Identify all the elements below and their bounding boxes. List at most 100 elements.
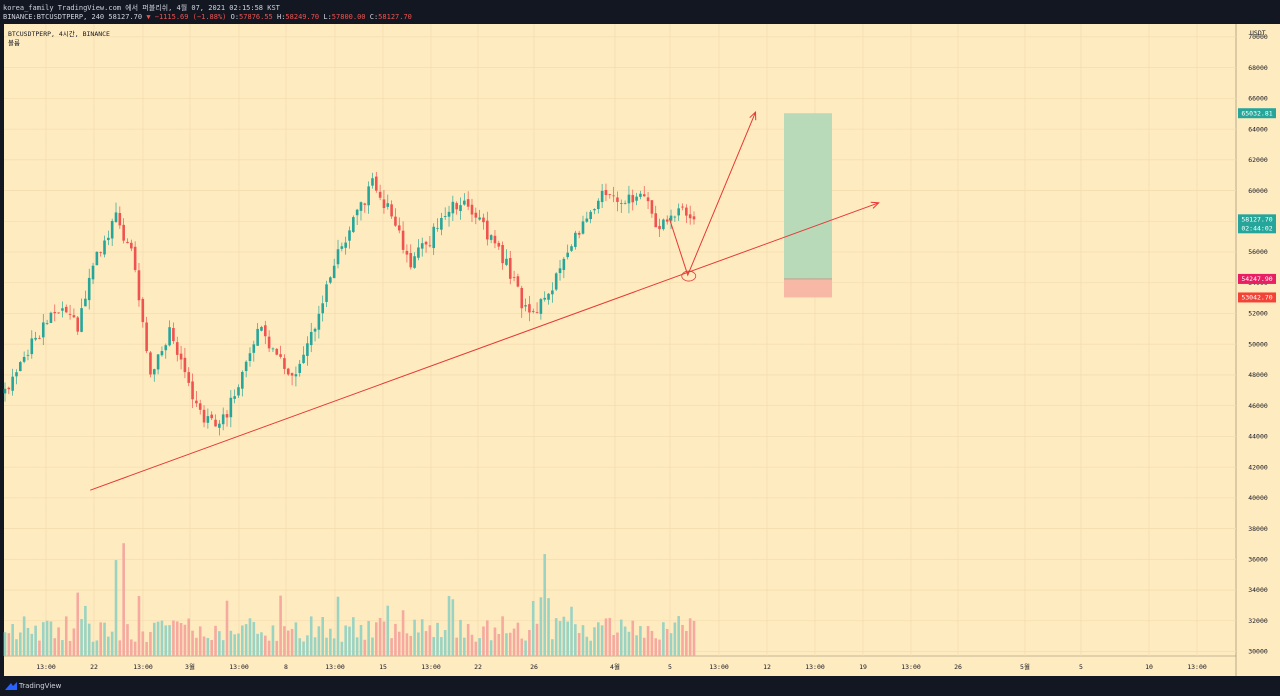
candle-body	[551, 290, 554, 295]
candle-body	[175, 342, 179, 355]
time-tick-label: 13:00	[805, 663, 825, 671]
volume-bar	[187, 618, 191, 656]
volume-bar	[263, 635, 267, 656]
volume-bar	[635, 635, 638, 656]
chart-background	[4, 24, 1236, 676]
candle-body	[547, 293, 550, 300]
entry-price-label-bg	[1238, 273, 1276, 284]
volume-bar	[110, 631, 114, 656]
volume-bar	[482, 626, 485, 656]
volume-bar	[214, 625, 217, 656]
candle-body	[160, 351, 164, 356]
candle-body	[470, 204, 474, 215]
support-touch-circle[interactable]	[681, 270, 697, 282]
volume-bar	[382, 621, 386, 656]
volume-bar	[283, 626, 286, 656]
time-tick-label: 3월	[185, 662, 195, 671]
trend-line[interactable]	[90, 202, 879, 491]
candle-body	[394, 216, 397, 226]
time-tick-label: 5	[1079, 663, 1083, 671]
volume-bar	[420, 619, 424, 656]
price-tick-label: 32000	[1248, 617, 1268, 625]
volume-bar	[677, 616, 680, 656]
candle-body	[566, 252, 569, 258]
candle-body	[26, 354, 30, 356]
volume-bar	[202, 636, 206, 656]
volume-bar	[520, 638, 524, 656]
candle-body	[340, 246, 344, 249]
time-tick-label: 13:00	[421, 663, 441, 671]
chart-header: korea_family TradingView.com 에서 퍼블리쉬, 4월…	[0, 0, 1280, 24]
candle-body	[432, 226, 436, 249]
volume-bar	[627, 631, 631, 656]
current-price-label: 58127.70	[1241, 216, 1272, 224]
time-tick-label: 26	[954, 663, 962, 671]
candle-body	[202, 409, 206, 423]
candle-body	[608, 194, 612, 195]
long-position-tool[interactable]	[784, 113, 832, 298]
price-tick-label: 40000	[1248, 494, 1268, 502]
time-axis[interactable]: 13:00 22 13:00 3월 13:00 8 13:00 15 13:00 22 26 4월 5 1…	[36, 662, 1207, 671]
volume-bar	[512, 628, 516, 656]
volume-bar	[474, 641, 478, 656]
candle-body	[156, 354, 160, 370]
candle-body	[665, 219, 669, 222]
candle-body	[172, 327, 175, 342]
volume-bar	[336, 596, 340, 656]
open-label: O:	[230, 13, 240, 21]
candle-body	[336, 249, 340, 265]
candle-body	[443, 216, 447, 217]
volume-bar	[22, 616, 26, 656]
volume-bar	[665, 628, 669, 656]
volume-bar	[53, 638, 57, 656]
candle-body	[378, 191, 382, 198]
candle-body	[283, 358, 286, 369]
stop-zone[interactable]	[784, 278, 832, 298]
volume-bar	[501, 616, 504, 656]
price-chart[interactable]: 7000068000660006400062000600005800056000…	[0, 24, 1280, 676]
time-tick-label: 26	[530, 663, 538, 671]
candle-body	[570, 246, 573, 251]
candle-body	[271, 348, 275, 350]
candle-body	[688, 214, 692, 219]
volume-bar	[600, 625, 604, 656]
price-tick-label: 36000	[1248, 556, 1268, 564]
candle-body	[604, 189, 608, 196]
candle-body	[11, 376, 14, 391]
volume-bar	[267, 640, 271, 656]
volume-bar	[528, 630, 531, 656]
target-zone[interactable]	[784, 113, 832, 279]
candle-body	[263, 325, 267, 337]
candle-body	[581, 221, 585, 234]
volume-bar	[133, 641, 137, 656]
stop-price-label-bg	[1238, 292, 1276, 303]
candle-body	[520, 287, 524, 309]
volume-bar	[252, 622, 256, 656]
candle-body	[256, 328, 259, 346]
price-scale[interactable]: 7000068000660006400062000600005800056000…	[1248, 33, 1268, 656]
volume-bar	[68, 640, 72, 656]
volume-bar	[321, 617, 325, 656]
volume-bar	[26, 627, 30, 656]
time-tick-label: 13:00	[229, 663, 249, 671]
candle-body	[45, 323, 49, 325]
candle-body	[623, 203, 627, 204]
candle-body	[451, 201, 455, 214]
volume-bar	[152, 622, 156, 656]
projection-path[interactable]	[668, 111, 756, 277]
tradingview-logo[interactable]: TradingView	[5, 681, 61, 691]
candle-body	[616, 197, 619, 202]
volume-bar	[210, 639, 213, 656]
volume-bar	[554, 618, 558, 656]
volume-bar	[286, 630, 290, 656]
volume-bar	[84, 605, 87, 656]
volume-bar	[168, 625, 171, 656]
volume-bar	[275, 640, 279, 656]
candle-body	[371, 178, 374, 186]
volume-bar	[597, 622, 600, 656]
candle-body	[99, 251, 102, 253]
drawing-layer[interactable]	[90, 111, 880, 491]
volume-bar	[374, 622, 378, 656]
candle-body	[352, 217, 355, 232]
candle-body	[424, 241, 428, 245]
